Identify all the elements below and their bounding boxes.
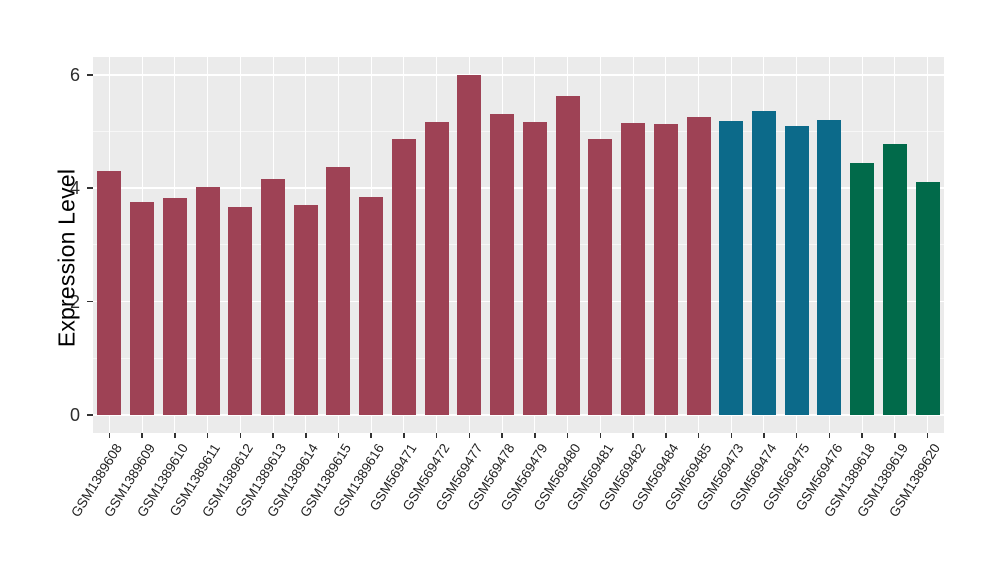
x-tick-mark [861, 433, 863, 438]
bar-GSM569478 [490, 114, 515, 415]
x-tick-mark [435, 433, 438, 438]
bar-GSM1389620 [915, 181, 940, 415]
bar-GSM569485 [686, 116, 711, 415]
x-tick-mark [403, 433, 405, 438]
x-tick-mark [795, 433, 798, 438]
x-tick-mark [894, 433, 896, 438]
x-tick-mark [566, 433, 569, 438]
x-tick-mark [206, 433, 209, 438]
y-tick-mark [87, 300, 93, 303]
bar-GSM1389612 [228, 207, 253, 416]
bar-GSM1389610 [162, 197, 187, 416]
x-tick-mark [468, 433, 471, 438]
gridline-major [93, 74, 944, 76]
bar-GSM569482 [621, 122, 646, 416]
y-tick-label: 2 [69, 291, 80, 312]
x-tick-mark [632, 433, 634, 438]
y-tick-mark [87, 74, 93, 76]
bar-GSM1389616 [359, 197, 384, 415]
y-axis-title: Expression Level [53, 168, 80, 348]
bar-GSM569471 [391, 139, 416, 415]
gridline-minor [93, 130, 944, 132]
bar-GSM569481 [588, 139, 613, 415]
gridline-minor [93, 357, 944, 359]
bar-GSM1389609 [130, 202, 155, 415]
bar-GSM569477 [457, 75, 482, 416]
bar-GSM569476 [817, 119, 842, 416]
bar-GSM569475 [784, 125, 809, 415]
y-tick-label: 6 [69, 64, 80, 85]
y-tick-mark [87, 187, 93, 189]
bar-GSM569480 [555, 96, 580, 416]
bar-GSM1389611 [195, 187, 220, 415]
y-tick-label: 0 [69, 405, 80, 426]
x-tick-mark [697, 433, 700, 438]
gridline-major [93, 187, 944, 189]
x-tick-mark [926, 433, 929, 438]
x-tick-mark [370, 433, 372, 438]
x-tick-mark [501, 433, 503, 438]
y-tick-label: 4 [69, 178, 80, 199]
bar-GSM1389613 [261, 178, 286, 416]
x-tick-mark [305, 433, 307, 438]
x-tick-mark [174, 433, 176, 438]
bar-GSM569474 [751, 111, 776, 415]
y-tick-mark [87, 414, 93, 416]
x-tick-mark [272, 433, 274, 438]
x-tick-mark [534, 433, 536, 438]
gridline-major [93, 300, 944, 303]
x-tick-mark [141, 433, 143, 438]
gridline-minor [93, 244, 944, 246]
x-tick-mark [763, 433, 765, 438]
x-tick-mark [108, 433, 111, 438]
x-tick-mark [239, 433, 242, 438]
x-tick-mark [337, 433, 340, 438]
bar-GSM569472 [424, 121, 449, 415]
x-tick-mark [730, 433, 732, 438]
bar-GSM569479 [522, 121, 547, 415]
x-tick-mark [828, 433, 831, 438]
bar-GSM1389618 [850, 162, 875, 415]
bar-GSM1389619 [882, 143, 907, 416]
bar-GSM1389615 [326, 166, 351, 415]
bar-GSM1389614 [293, 204, 318, 415]
x-tick-mark [665, 433, 667, 438]
bar-GSM1389608 [97, 171, 122, 416]
x-tick-mark [599, 433, 602, 438]
gridline-major [93, 414, 944, 416]
bar-GSM569484 [653, 124, 678, 415]
bar-GSM569473 [719, 121, 744, 416]
